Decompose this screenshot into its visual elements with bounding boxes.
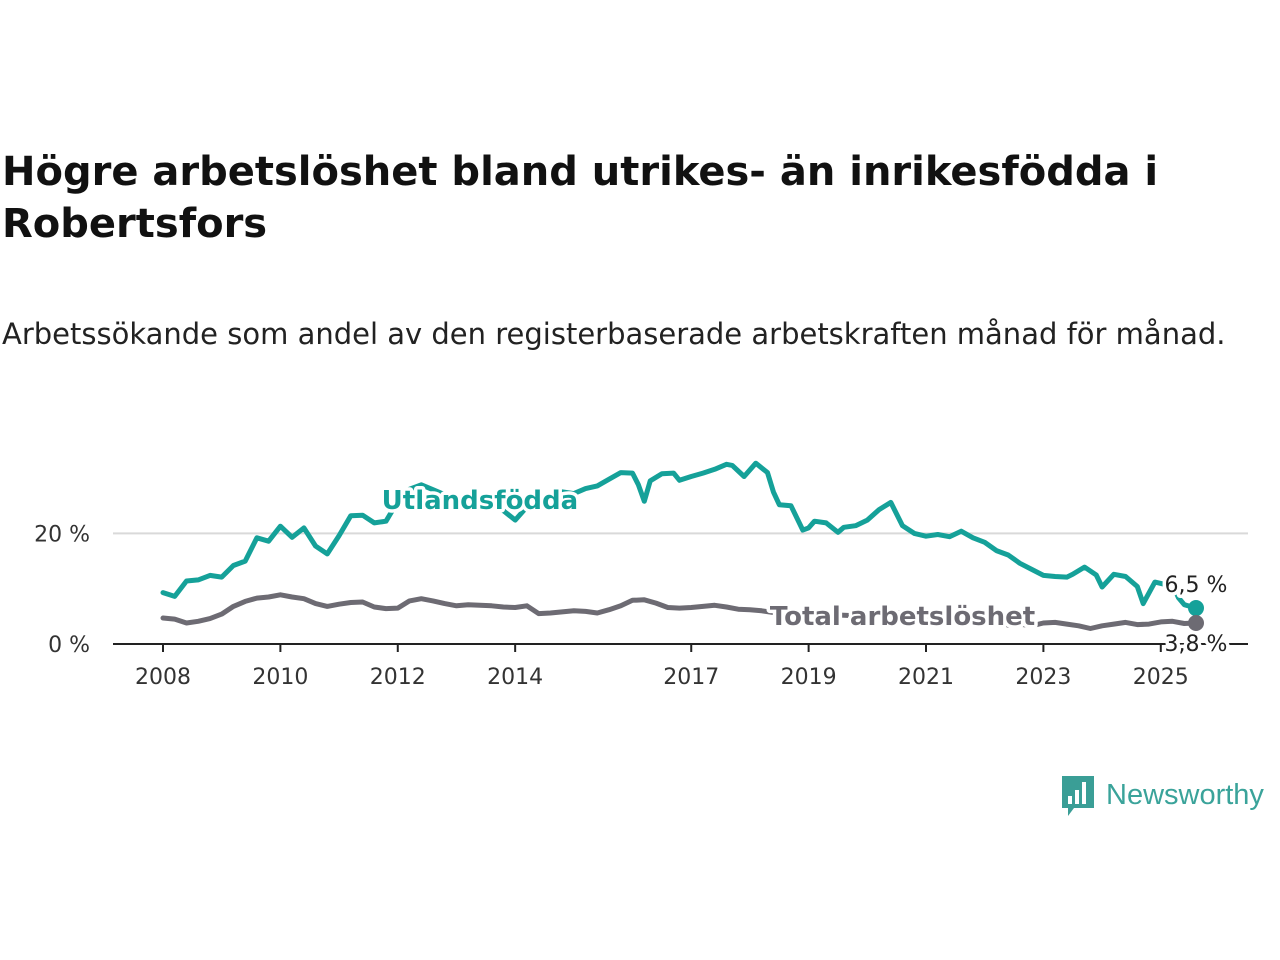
series-line-utlandsfodda bbox=[160, 460, 1199, 611]
brand-logo: Newsworthy bbox=[1058, 772, 1264, 818]
x-tick-label: 2014 bbox=[487, 665, 543, 690]
x-tick-label: 2008 bbox=[135, 665, 191, 690]
series-label-utlandsfodda-text: Utlandsfödda bbox=[382, 486, 579, 516]
end-label-total-text: 3,8 % bbox=[1165, 632, 1228, 657]
series-label-utlandsfodda-text: Utlandsfödda bbox=[382, 486, 579, 516]
y-tick-label: 0 % bbox=[48, 633, 90, 658]
end-marker-total bbox=[1188, 614, 1204, 631]
line-chart: 0 % 20 % 2008 2010 2012 2014 2017 2019 2021 2023 2… bbox=[34, 460, 1248, 690]
y-tick-label: 20 % bbox=[34, 522, 90, 547]
brand-name: Newsworthy bbox=[1106, 778, 1264, 811]
x-tick-label: 2019 bbox=[781, 665, 837, 690]
series-line-total bbox=[160, 592, 1199, 631]
end-marker-utlandsfodda bbox=[1188, 600, 1204, 617]
end-label-utlandsfodda: 6,5 %6,5 % bbox=[1161, 570, 1231, 602]
x-tick-label: 2017 bbox=[663, 665, 719, 690]
newsworthy-logo-icon bbox=[1062, 776, 1094, 816]
x-tick-label: 2012 bbox=[370, 665, 426, 690]
chart-subtitle: Arbetssökande som andel av den registerb… bbox=[2, 317, 1226, 351]
end-label-total-text: 3,8 % bbox=[1165, 632, 1228, 657]
x-tick-label: 2010 bbox=[252, 665, 308, 690]
end-label-utlandsfodda-text: 6,5 % bbox=[1165, 573, 1228, 598]
end-label-total: 3,8 %3,8 % bbox=[1161, 628, 1231, 660]
series-label-total-text: Total arbetslöshet bbox=[770, 602, 1035, 632]
x-tick-label: 2025 bbox=[1133, 665, 1189, 690]
end-label-utlandsfodda-text: 6,5 % bbox=[1165, 573, 1228, 598]
chart-title: Högre arbetslöshet bland utrikes- än inr… bbox=[2, 149, 1159, 247]
series-label-total-text: Total arbetslöshet bbox=[770, 602, 1035, 632]
x-tick-label: 2023 bbox=[1015, 665, 1071, 690]
x-tick-label: 2021 bbox=[898, 665, 954, 690]
